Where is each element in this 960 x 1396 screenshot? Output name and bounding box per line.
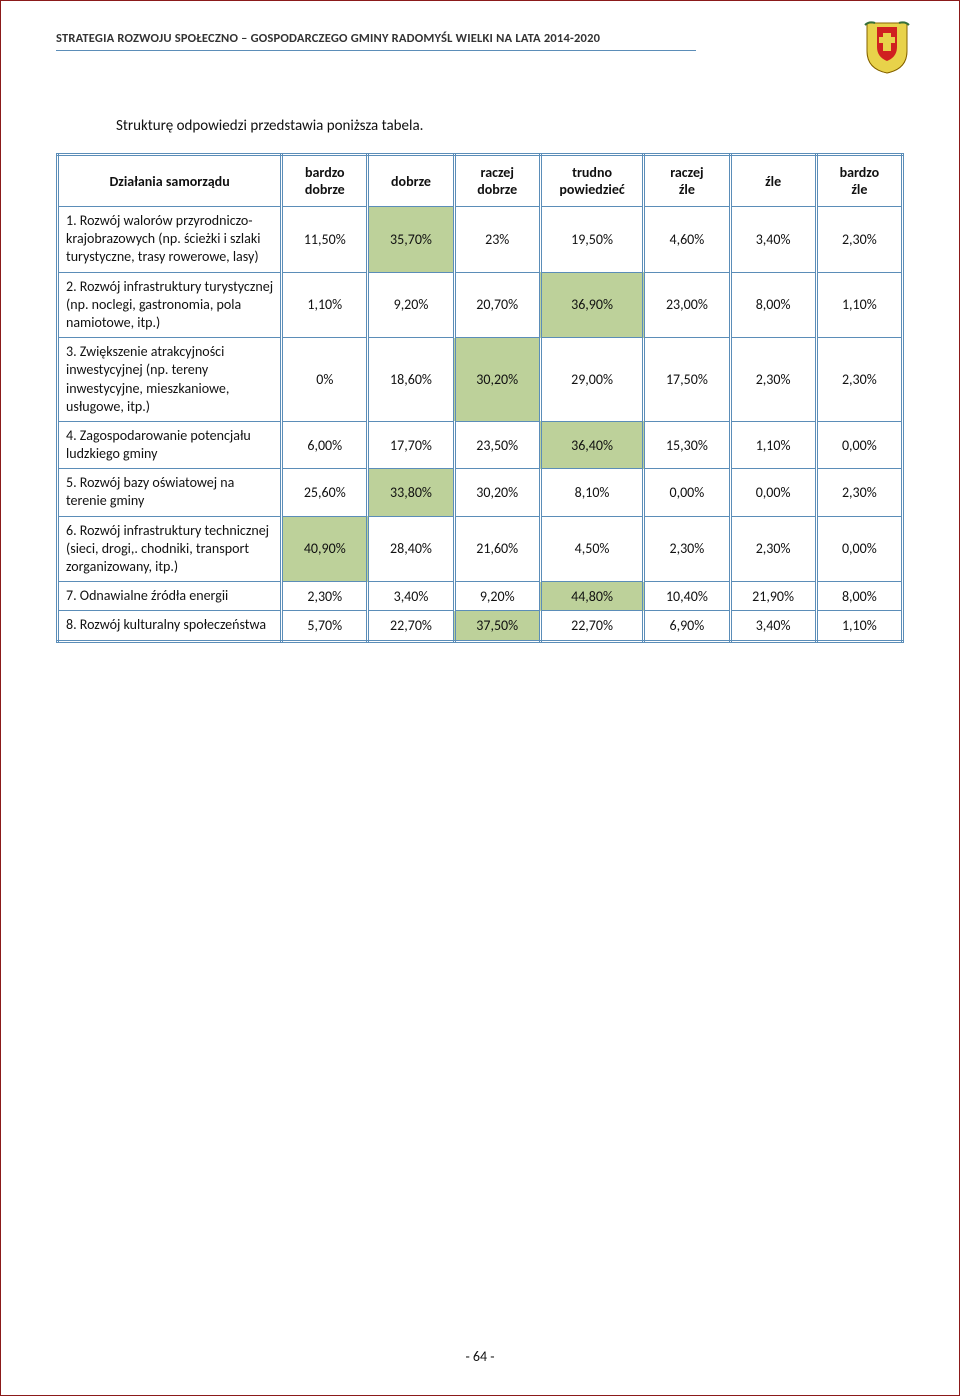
row-label: 3. Zwiększenie atrakcyjności inwestycyjn… [58, 338, 282, 422]
row-label: 5. Rozwój bazy oświatowej na terenie gmi… [58, 469, 282, 516]
value-cell: 1,10% [816, 611, 902, 641]
value-cell: 2,30% [282, 582, 368, 611]
value-cell: 20,70% [454, 272, 540, 338]
value-cell: 2,30% [816, 207, 902, 273]
value-cell: 29,00% [540, 338, 643, 422]
value-cell: 3,40% [368, 582, 454, 611]
page-header: STRATEGIA ROZWOJU SPOŁECZNO – GOSPODARCZ… [56, 31, 904, 51]
value-cell: 30,20% [454, 338, 540, 422]
table-row: 2. Rozwój infrastruktury turystycznej (n… [58, 272, 903, 338]
table-row: 8. Rozwój kulturalny społeczeństwa5,70%2… [58, 611, 903, 641]
value-cell: 9,20% [454, 582, 540, 611]
value-cell: 21,60% [454, 516, 540, 582]
value-cell: 36,40% [540, 421, 643, 468]
value-cell: 23% [454, 207, 540, 273]
row-label: 8. Rozwój kulturalny społeczeństwa [58, 611, 282, 641]
value-cell: 33,80% [368, 469, 454, 516]
value-cell: 28,40% [368, 516, 454, 582]
table-body: 1. Rozwój walorów przyrodniczo-krajobraz… [58, 207, 903, 642]
col-header-label: Działania samorządu [58, 155, 282, 207]
value-cell: 0,00% [816, 516, 902, 582]
value-cell: 2,30% [816, 469, 902, 516]
value-cell: 9,20% [368, 272, 454, 338]
value-cell: 30,20% [454, 469, 540, 516]
value-cell: 17,50% [644, 338, 730, 422]
col-header: raczejdobrze [454, 155, 540, 207]
value-cell: 0,00% [730, 469, 816, 516]
value-cell: 15,30% [644, 421, 730, 468]
table-row: 3. Zwiększenie atrakcyjności inwestycyjn… [58, 338, 903, 422]
survey-table: Działania samorządubardzodobrzedobrzerac… [56, 153, 904, 643]
value-cell: 5,70% [282, 611, 368, 641]
value-cell: 23,50% [454, 421, 540, 468]
value-cell: 4,60% [644, 207, 730, 273]
value-cell: 17,70% [368, 421, 454, 468]
value-cell: 8,00% [730, 272, 816, 338]
intro-text: Strukturę odpowiedzi przedstawia poniższ… [116, 117, 904, 135]
header-title: STRATEGIA ROZWOJU SPOŁECZNO – GOSPODARCZ… [56, 31, 696, 46]
value-cell: 10,40% [644, 582, 730, 611]
row-label: 7. Odnawialne źródła energii [58, 582, 282, 611]
value-cell: 6,00% [282, 421, 368, 468]
value-cell: 3,40% [730, 207, 816, 273]
col-header: raczejźle [644, 155, 730, 207]
row-label: 1. Rozwój walorów przyrodniczo-krajobraz… [58, 207, 282, 273]
table-row: 6. Rozwój infrastruktury technicznej (si… [58, 516, 903, 582]
value-cell: 1,10% [282, 272, 368, 338]
value-cell: 44,80% [540, 582, 643, 611]
table-row: 4. Zagospodarowanie potencjału ludzkiego… [58, 421, 903, 468]
table-row: 7. Odnawialne źródła energii2,30%3,40%9,… [58, 582, 903, 611]
value-cell: 1,10% [730, 421, 816, 468]
value-cell: 40,90% [282, 516, 368, 582]
value-cell: 22,70% [368, 611, 454, 641]
page-number: - 64 - [56, 1348, 904, 1365]
table-row: 5. Rozwój bazy oświatowej na terenie gmi… [58, 469, 903, 516]
value-cell: 3,40% [730, 611, 816, 641]
value-cell: 18,60% [368, 338, 454, 422]
value-cell: 37,50% [454, 611, 540, 641]
value-cell: 4,50% [540, 516, 643, 582]
col-header: trudnopowiedzieć [540, 155, 643, 207]
value-cell: 2,30% [730, 338, 816, 422]
row-label: 2. Rozwój infrastruktury turystycznej (n… [58, 272, 282, 338]
table-header-row: Działania samorządubardzodobrzedobrzerac… [58, 155, 903, 207]
col-header: bardzoźle [816, 155, 902, 207]
value-cell: 2,30% [730, 516, 816, 582]
value-cell: 22,70% [540, 611, 643, 641]
value-cell: 19,50% [540, 207, 643, 273]
value-cell: 23,00% [644, 272, 730, 338]
value-cell: 2,30% [816, 338, 902, 422]
col-header: dobrze [368, 155, 454, 207]
header-underline [56, 50, 696, 51]
value-cell: 11,50% [282, 207, 368, 273]
value-cell: 0,00% [644, 469, 730, 516]
value-cell: 25,60% [282, 469, 368, 516]
value-cell: 6,90% [644, 611, 730, 641]
row-label: 4. Zagospodarowanie potencjału ludzkiego… [58, 421, 282, 468]
value-cell: 0% [282, 338, 368, 422]
table-row: 1. Rozwój walorów przyrodniczo-krajobraz… [58, 207, 903, 273]
value-cell: 1,10% [816, 272, 902, 338]
value-cell: 2,30% [644, 516, 730, 582]
value-cell: 0,00% [816, 421, 902, 468]
col-header: źle [730, 155, 816, 207]
value-cell: 8,10% [540, 469, 643, 516]
value-cell: 8,00% [816, 582, 902, 611]
crest-icon [863, 19, 911, 75]
row-label: 6. Rozwój infrastruktury technicznej (si… [58, 516, 282, 582]
value-cell: 35,70% [368, 207, 454, 273]
value-cell: 36,90% [540, 272, 643, 338]
col-header: bardzodobrze [282, 155, 368, 207]
value-cell: 21,90% [730, 582, 816, 611]
page-frame: STRATEGIA ROZWOJU SPOŁECZNO – GOSPODARCZ… [0, 0, 960, 1396]
